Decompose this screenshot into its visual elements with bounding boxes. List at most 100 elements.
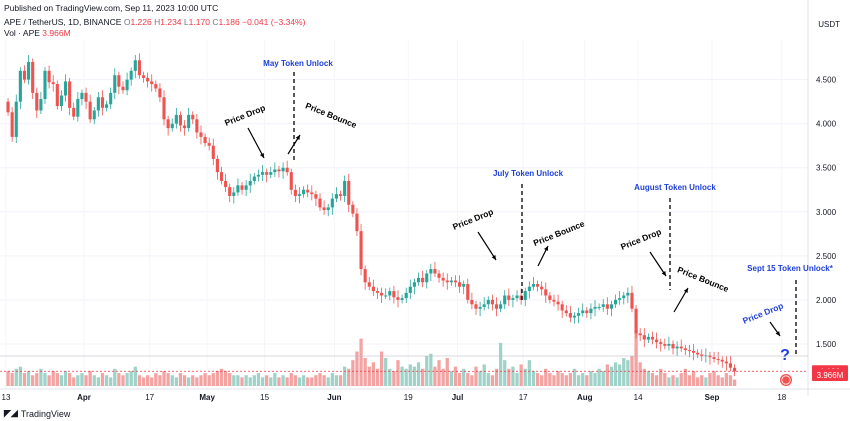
- volume-bar: [712, 370, 716, 386]
- volume-bar: [630, 355, 634, 386]
- high-value: 1.234: [160, 17, 182, 27]
- candle-body: [84, 92, 88, 102]
- volume-bar: [416, 362, 421, 386]
- volume-label[interactable]: Vol · APE: [4, 28, 40, 38]
- volume-bar: [265, 375, 269, 386]
- low-label: L: [183, 17, 189, 27]
- annotation-label: May Token Unlock: [263, 59, 333, 68]
- candle-body: [659, 342, 663, 344]
- candle-body: [22, 70, 27, 80]
- volume-bar: [72, 377, 76, 386]
- published-line: Published on TradingView.com, Sep 11, 20…: [4, 3, 219, 13]
- volume-bar: [141, 377, 146, 386]
- volume-bar: [470, 375, 474, 386]
- candle-body: [363, 269, 367, 283]
- volume-bar: [544, 368, 548, 386]
- volume-bar: [113, 368, 117, 386]
- candle-body: [408, 286, 412, 293]
- candle-body: [601, 304, 605, 307]
- y-tick-label: 1.500: [816, 340, 837, 349]
- volume-badge: [812, 369, 848, 381]
- candle-body: [466, 284, 470, 300]
- volume-bar: [519, 364, 523, 386]
- volume-bar: [191, 375, 195, 386]
- candle-body: [162, 97, 166, 120]
- volume-bar: [396, 360, 400, 386]
- volume-bar: [687, 375, 692, 386]
- candle-body: [154, 84, 158, 89]
- candle-body: [683, 348, 687, 351]
- candle-body: [663, 343, 667, 346]
- volume-bar: [285, 377, 289, 386]
- volume-bar: [449, 370, 454, 386]
- volume-bars: [6, 330, 737, 386]
- tradingview-logo[interactable]: ◤◢ TradingView: [4, 408, 70, 419]
- annotation-label: August Token Unlock: [634, 183, 716, 192]
- volume-bar: [724, 373, 729, 386]
- candle-body: [35, 92, 39, 111]
- candle-body: [170, 123, 174, 129]
- volume-bar: [273, 373, 277, 386]
- candle-body: [396, 297, 400, 300]
- candle-body: [43, 70, 47, 100]
- volume-bar: [597, 368, 601, 386]
- volume-bar: [137, 375, 142, 386]
- volume-bar: [260, 377, 265, 386]
- candle-body: [113, 75, 117, 93]
- volume-bar: [310, 377, 314, 386]
- candle-body: [375, 291, 380, 293]
- annotation-arrow: [247, 127, 265, 159]
- candle-body: [577, 313, 581, 316]
- tradingview-mark-icon: ◤◢: [4, 408, 18, 418]
- volume-bar: [667, 377, 671, 386]
- candle-body: [252, 176, 256, 181]
- volume-bar: [55, 373, 59, 386]
- candle-body: [236, 185, 240, 193]
- candle-body: [281, 167, 285, 172]
- x-tick-label: Apr: [77, 393, 91, 402]
- candle-body: [486, 299, 490, 305]
- volume-bar: [281, 375, 285, 386]
- x-tick-label: 17: [145, 393, 154, 402]
- volume-bar: [572, 368, 577, 386]
- volume-bar: [293, 375, 298, 386]
- candle-body: [293, 189, 297, 196]
- volume-bar: [326, 377, 330, 386]
- volume-bar: [691, 370, 696, 386]
- volume-bar: [379, 351, 384, 386]
- candle-body: [174, 114, 178, 124]
- candle-body: [133, 60, 137, 71]
- x-tick-label: May: [199, 393, 215, 402]
- volume-bar: [117, 373, 121, 386]
- volume-bar: [540, 375, 544, 386]
- volume-bar: [367, 366, 371, 386]
- candle-body: [215, 158, 219, 173]
- y-tick-label: 2.000: [816, 296, 837, 305]
- candle-body: [88, 101, 92, 120]
- candle-body: [182, 125, 187, 129]
- x-tick-label: 13: [2, 393, 11, 402]
- candle-body: [564, 310, 568, 314]
- volume-bar: [511, 366, 515, 386]
- y-tick-label: 3.500: [816, 164, 837, 173]
- volume-bar: [76, 375, 80, 386]
- volume-bar: [568, 373, 573, 386]
- candle-body: [269, 172, 273, 175]
- candle-body: [343, 180, 347, 196]
- volume-bar: [420, 368, 425, 386]
- candle-body: [39, 99, 43, 111]
- candle-body: [581, 310, 585, 314]
- candle-body: [380, 292, 384, 296]
- volume-bar: [14, 368, 18, 386]
- symbol-name[interactable]: APE / TetherUS, 1D, BINANCE: [4, 17, 122, 27]
- volume-bar: [732, 379, 737, 386]
- candle-body: [733, 367, 737, 372]
- candle-body: [384, 295, 388, 297]
- volume-bar: [6, 370, 10, 386]
- candle-body: [667, 343, 671, 346]
- volume-bar: [207, 375, 211, 386]
- volume-bar: [679, 373, 683, 386]
- volume-bar: [10, 373, 14, 386]
